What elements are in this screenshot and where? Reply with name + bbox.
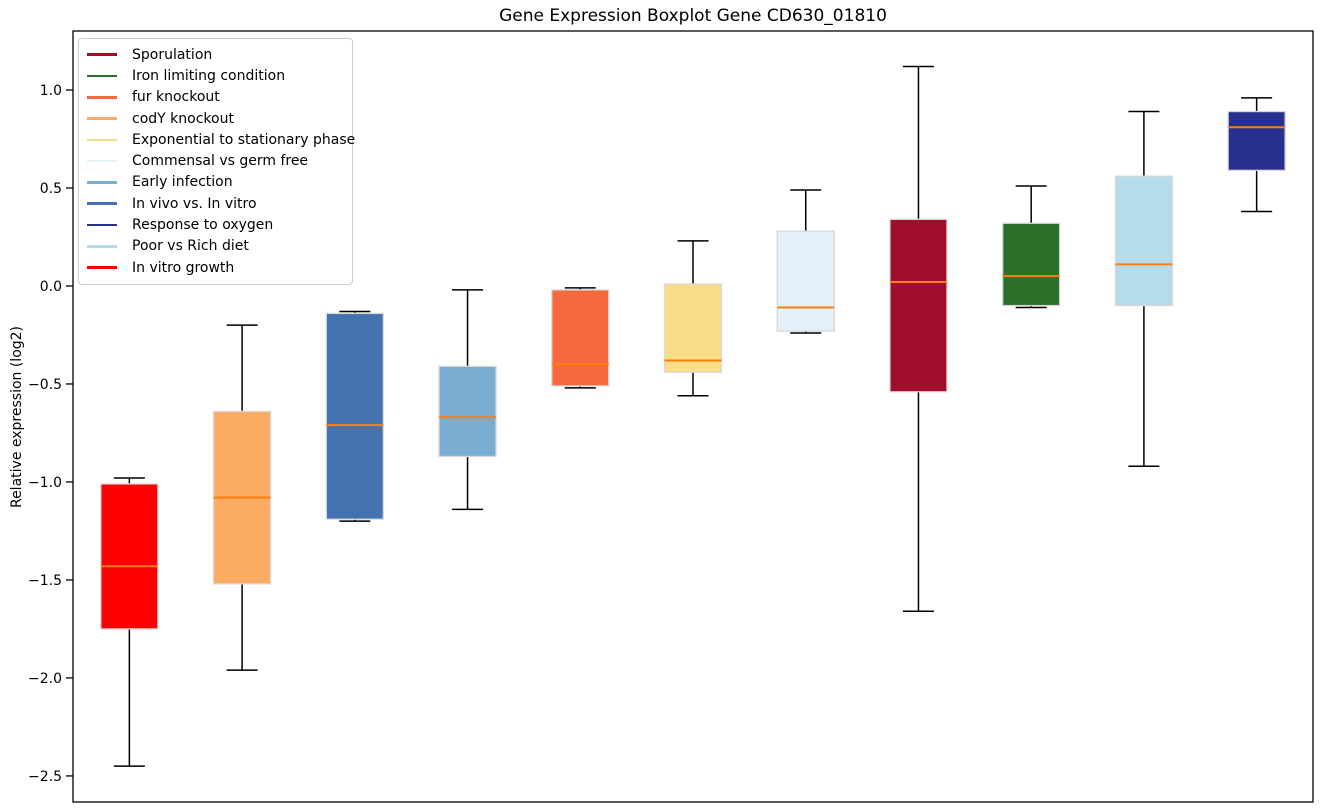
box-rect [889, 218, 948, 393]
legend-item: In vitro growth [79, 257, 352, 278]
legend-item: Sporulation [79, 44, 352, 65]
legend-label: Early infection [132, 174, 233, 191]
box-rect [1227, 110, 1286, 171]
legend-label: Response to oxygen [132, 217, 274, 234]
legend-item: Poor vs Rich diet [79, 236, 352, 257]
box-group [1002, 185, 1061, 309]
y-tick-label: 0.0 [40, 279, 62, 295]
legend-label: Exponential to stationary phase [132, 131, 356, 148]
legend-label: codY knockout [132, 110, 234, 127]
legend-item: Commensal vs germ free [79, 150, 352, 171]
y-tick-label: −0.5 [28, 377, 62, 393]
legend-label: In vivo vs. In vitro [132, 195, 257, 212]
legend-item: codY knockout [79, 108, 352, 129]
legend-swatch [87, 202, 117, 206]
legend-swatch [87, 245, 117, 248]
legend-item: Exponential to stationary phase [79, 129, 356, 150]
box-rect [776, 230, 835, 332]
plot-border [72, 30, 1314, 803]
box-rect [100, 483, 159, 630]
legend-swatch [87, 181, 117, 184]
box-group [1227, 97, 1286, 213]
box-rect [1114, 175, 1174, 307]
legend-item: Iron limiting condition [79, 65, 352, 86]
box-rect [325, 312, 384, 520]
legend-label: fur knockout [132, 89, 220, 106]
y-tick-label: −2.0 [28, 671, 62, 687]
y-tick-label: −1.0 [28, 475, 62, 491]
box-group [1114, 110, 1174, 468]
legend-label: Iron limiting condition [132, 67, 286, 84]
y-tick-label: −1.5 [28, 573, 62, 589]
legend-swatch [87, 266, 117, 269]
box-group [551, 287, 610, 389]
legend-label: Commensal vs germ free [132, 153, 309, 170]
box-group [325, 310, 384, 522]
legend-swatch [87, 159, 117, 163]
legend-swatch [87, 95, 117, 99]
y-tick-label: −2.5 [28, 769, 62, 785]
box-rect [1002, 222, 1061, 307]
box-rect [663, 283, 723, 373]
legend: Sporulation Iron limiting condition fur kn… [78, 38, 356, 286]
box-group [663, 240, 723, 397]
legend-item: Early infection [79, 172, 352, 193]
box-rect [551, 289, 610, 387]
legend-swatch [87, 117, 117, 120]
box-group [776, 189, 835, 334]
legend-item: In vivo vs. In vitro [79, 193, 352, 214]
box-group [212, 324, 272, 671]
legend-swatch [87, 138, 117, 142]
legend-swatch [87, 53, 117, 56]
y-tick-label: 0.5 [40, 181, 62, 197]
box-group [438, 289, 497, 511]
box-rect [438, 365, 497, 458]
legend-swatch [87, 74, 117, 78]
y-tick-label: 1.0 [40, 83, 62, 99]
legend-item: fur knockout [79, 87, 352, 108]
legend-item: Response to oxygen [79, 214, 352, 235]
legend-label: Sporulation [132, 46, 213, 63]
legend-label: Poor vs Rich diet [132, 238, 249, 255]
legend-label: In vitro growth [132, 259, 235, 276]
box-group [889, 65, 948, 613]
legend-swatch [87, 223, 117, 227]
box-group [100, 477, 159, 767]
chart-title: Gene Expression Boxplot Gene CD630_01810 [499, 6, 887, 26]
